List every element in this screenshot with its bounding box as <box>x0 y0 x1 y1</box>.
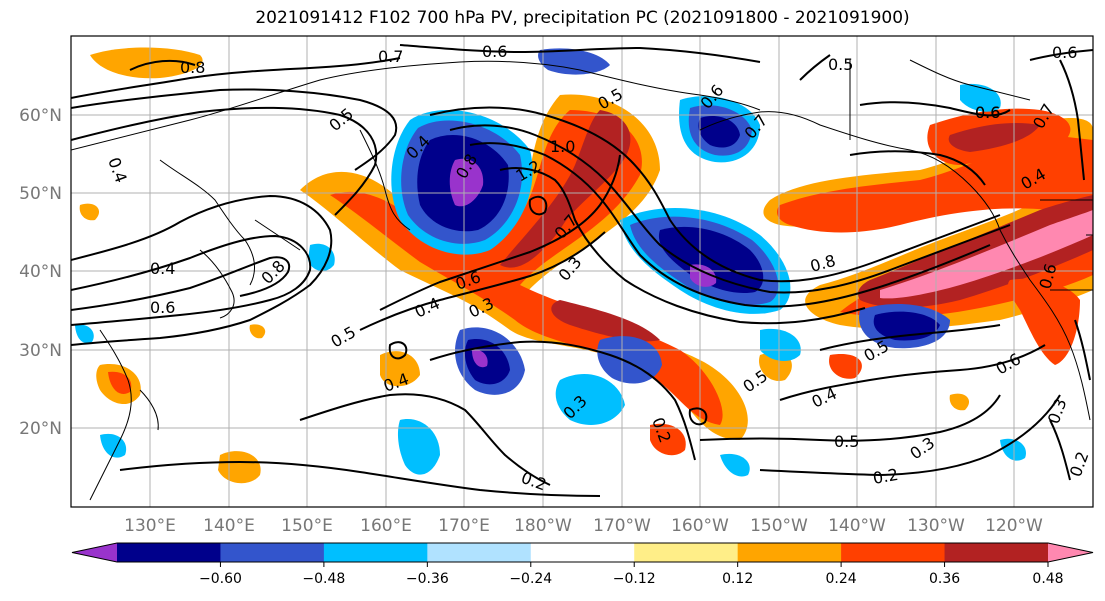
colorbar-label: −0.48 <box>302 571 345 587</box>
pv-contour-label: 1.0 <box>550 137 575 156</box>
colorbar-swatch <box>427 543 532 562</box>
shade-positive-southeast <box>1008 278 1080 365</box>
longitude-labels: 130°E 140°E 150°E 160°E 170°E 180°W 170°… <box>124 516 1043 536</box>
colorbar-swatch <box>944 543 1049 562</box>
colorbar-label: −0.36 <box>406 571 449 587</box>
pv-contour-label: 0.6 <box>975 103 1000 122</box>
lon-label: 120°W <box>985 516 1043 536</box>
lon-label: 170°W <box>593 516 651 536</box>
shade-negative-east-c <box>960 83 1001 112</box>
graticule <box>71 36 1093 507</box>
shade-negative-west-b <box>397 419 440 475</box>
lon-label: 130°W <box>907 516 965 536</box>
colorbar-swatch <box>737 543 842 562</box>
lat-label-40n: 40°N <box>19 262 62 282</box>
lon-label: 160°W <box>671 516 729 536</box>
colorbar-label: 0.36 <box>929 571 960 587</box>
colorbar-swatch <box>634 543 739 562</box>
lon-label: 160°E <box>360 516 412 536</box>
colorbar-swatch <box>841 543 946 562</box>
colorbar-outline <box>71 542 1094 563</box>
pv-contour-label: 0.5 <box>828 55 853 74</box>
shade-positive-northeast-core <box>948 123 1040 152</box>
shade-positive-tropic <box>650 423 686 456</box>
pv-contour-label: 0.6 <box>482 42 507 61</box>
lon-label: 130°E <box>124 516 176 536</box>
colorbar-swatch <box>323 543 428 562</box>
colorbar-label: −0.60 <box>199 571 242 587</box>
lon-label: 180°W <box>514 516 572 536</box>
shade-negative-central-4 <box>690 264 717 287</box>
latitude-labels: 60°N 50°N 40°N 30°N 20°N <box>19 106 62 439</box>
colorbar: −0.60 −0.48 −0.36 −0.24 −0.12 0.12 0.24 0.36 0.4… <box>71 542 1094 587</box>
map-title: 2021091412 F102 700 hPa PV, precipitatio… <box>255 8 910 28</box>
shade-negative-west-a <box>308 243 335 272</box>
colorbar-swatch <box>117 543 221 562</box>
shade-negative-north-3 <box>698 115 740 148</box>
pv-contour-label: 0.6 <box>975 103 1000 122</box>
shade-negative-kamchatka-4 <box>449 158 484 207</box>
map-frame <box>70 35 1094 508</box>
colorbar-swatch <box>220 543 325 562</box>
pv-contour-label: 0.2 <box>871 465 899 488</box>
lon-label: 140°W <box>828 516 886 536</box>
lat-label-30n: 30°N <box>19 341 62 361</box>
shade-negative-west-d <box>75 324 94 344</box>
colorbar-extend-low <box>72 543 117 562</box>
shade-positive-east-small2 <box>829 354 862 379</box>
colorbar-label: −0.12 <box>613 571 656 587</box>
shade-negative-southeast-b <box>720 453 750 477</box>
shade-negative-southeast-a <box>1000 438 1026 461</box>
shade-positive-tiny2 <box>79 203 100 221</box>
shade-positive-tiny3 <box>949 393 970 411</box>
shade-positive-west-small-core <box>108 371 132 394</box>
pv-contour-label: 0.5 <box>834 432 859 451</box>
shade-positive-band-east-max <box>880 210 1093 299</box>
pv-contours <box>71 44 1093 497</box>
shade-positive-west-mid <box>380 351 420 387</box>
colorbar-label: −0.24 <box>509 571 552 587</box>
shade-positive-tiny1 <box>249 324 266 339</box>
lon-label: 140°E <box>203 516 255 536</box>
lon-label: 150°E <box>281 516 333 536</box>
lat-label-60n: 60°N <box>19 106 62 126</box>
pv-contour-label: 0.7 <box>378 47 403 66</box>
pv-contour-label: 0.8 <box>180 58 205 77</box>
colorbar-label: 0.24 <box>826 571 857 587</box>
pv-contour-label: 0.6 <box>1052 43 1077 62</box>
lon-label: 170°E <box>438 516 490 536</box>
coastlines <box>71 59 1093 501</box>
lat-label-50n: 50°N <box>19 184 62 204</box>
shade-negative-south-central-3 <box>472 349 488 368</box>
pv-contour-label: 0.6 <box>150 298 175 317</box>
colorbar-label: 0.12 <box>722 571 753 587</box>
lon-label: 150°W <box>750 516 808 536</box>
shade-negative-tropic-a <box>555 374 625 425</box>
colorbar-swatch <box>530 543 635 562</box>
colorbar-label: 0.48 <box>1032 571 1063 587</box>
shade-negative-north-small <box>538 48 610 75</box>
lat-label-20n: 20°N <box>19 419 62 439</box>
shade-negative-east-b <box>760 328 801 362</box>
shade-positive-band-central-core <box>500 110 631 268</box>
pv-contour-label: 0.4 <box>150 259 175 278</box>
shade-positive-band-central-core2 <box>551 300 660 342</box>
colorbar-extend-high <box>1048 543 1093 562</box>
